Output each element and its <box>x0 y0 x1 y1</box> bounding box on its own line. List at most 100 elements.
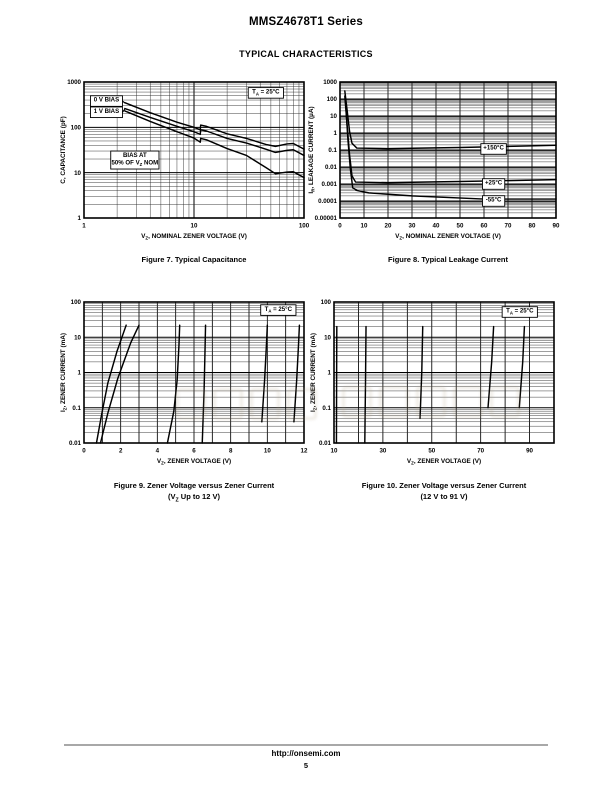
figure7-annotation: 1 V BIAS <box>90 106 126 119</box>
figure10-x-tick: 10 <box>331 448 338 455</box>
figure10-x-tick: 90 <box>526 448 533 455</box>
watermark-glyph <box>379 386 409 418</box>
figure8-x-tick: 90 <box>553 223 560 230</box>
figure8-chart: +150°C +25°C -55°C 0.00001 0.0001 0.001 0.01 0.… <box>308 79 560 241</box>
figure10-series <box>335 325 526 444</box>
figure8-x-tick: 20 <box>385 223 392 230</box>
figure8-y-tick: 1 <box>334 130 338 137</box>
figure7-curve-0-v-bias <box>124 101 305 150</box>
figure7-y-tick: 1000 <box>67 79 81 86</box>
figure8-y-axis-title: IR, LEAKAGE CURRENT (µA) <box>308 106 316 193</box>
figure8-x-tick: 70 <box>505 223 512 230</box>
page-title: MMSZ4678T1 Series <box>249 16 363 28</box>
figure10-chart: TA = 25°C 0.01 0.1 1 10 100 10 30 50 70 90 VZ, ZENE… <box>310 299 555 466</box>
figure10-x-axis-title: VZ, ZENER VOLTAGE (V) <box>407 458 481 466</box>
figure8-x-tick: 60 <box>481 223 488 230</box>
svg-text:-55°C: -55°C <box>486 197 502 204</box>
figure7-curve-bias-at-50-of-vz-nom <box>124 110 305 179</box>
footer-divider <box>64 744 548 746</box>
figure9-x-tick: 2 <box>119 448 123 455</box>
figure9-y-tick: 0.1 <box>72 405 81 412</box>
svg-text:TA = 25°C: TA = 25°C <box>252 89 280 97</box>
footer-page-number: 5 <box>303 761 309 770</box>
figure9-x-tick: 0 <box>82 448 86 455</box>
figure8-x-axis-title: VZ, NOMINAL ZENER VOLTAGE (V) <box>395 233 501 241</box>
figure7-series <box>124 101 305 179</box>
watermark-glyph <box>453 386 483 418</box>
watermark-glyph <box>490 386 520 418</box>
figure8-gridlines <box>340 82 556 218</box>
figure8-x-tick: 80 <box>529 223 536 230</box>
figure10-y-tick: 1 <box>328 370 332 377</box>
figure8-y-tick: 10 <box>330 113 337 120</box>
figure10-curve-zener-curve-4 <box>487 325 495 409</box>
watermark-glyph <box>342 386 372 418</box>
figure8-y-tick: 0.01 <box>325 164 338 171</box>
figure8-y-tick: 0.1 <box>328 147 337 154</box>
figure7-x-axis-title: VZ, NOMINAL ZENER VOLTAGE (V) <box>141 233 247 241</box>
figure9-curve-zener-curve-3 <box>166 324 181 444</box>
watermark <box>176 388 317 420</box>
figure10-y-axis-title: IZ, ZENER CURRENT (mA) <box>310 333 318 412</box>
figure9-x-axis-title: VZ, ZENER VOLTAGE (V) <box>157 458 231 466</box>
svg-text:50% OF VZ NOM: 50% OF VZ NOM <box>112 159 159 167</box>
figure8-y-tick: 0.00001 <box>315 215 338 222</box>
figure10-plot-border <box>333 301 555 444</box>
figure7-annotation: TA = 25°C <box>247 87 284 99</box>
figure9-curve-zener-curve-6 <box>293 324 301 423</box>
watermark <box>342 386 520 418</box>
figure8-series <box>344 90 557 200</box>
figure9-x-tick: 8 <box>229 448 233 455</box>
figure9-chart: TA = 25°C 0.01 0.1 1 10 100 0 2 4 6 8 10 12 VZ, ZENER… <box>60 299 308 466</box>
figure9-y-tick: 1 <box>78 370 82 377</box>
figure8-x-tick: 10 <box>361 223 368 230</box>
figure9-y-tick: 10 <box>74 334 81 341</box>
watermark-glyph <box>213 388 243 420</box>
figure10-gridlines <box>334 302 554 443</box>
figure9-curve-zener-curve-2 <box>99 324 140 444</box>
footer-url[interactable]: http://onsemi.com <box>271 749 341 758</box>
figure9-x-tick: 4 <box>156 448 160 455</box>
figure8-y-tick: 0.001 <box>322 181 338 188</box>
figure8-plot-border <box>339 81 557 219</box>
figure10-x-tick: 30 <box>379 448 386 455</box>
figure9-y-tick: 0.01 <box>69 440 82 447</box>
figure8-curve--150-c <box>344 90 557 150</box>
figure8-x-tick: 0 <box>338 223 342 230</box>
watermark-glyph <box>250 388 280 420</box>
figure7-x-tick: 100 <box>299 223 310 230</box>
svg-text:TA = 25°C: TA = 25°C <box>506 308 534 316</box>
figure9-x-tick: 6 <box>192 448 196 455</box>
figure7-y-tick: 10 <box>74 170 81 177</box>
figure9-plot-border <box>83 301 305 444</box>
watermark-glyph <box>416 386 446 418</box>
figure9-curve-zener-curve-5 <box>261 324 269 423</box>
figure7-y-axis-title: C, CAPACITANCE (pF) <box>60 116 67 184</box>
figure8-caption: Figure 8. Typical Leakage Current <box>388 255 508 264</box>
svg-text:+150°C: +150°C <box>483 145 504 152</box>
svg-text:TA = 25°C: TA = 25°C <box>265 306 293 314</box>
figure8-curve--55-c <box>344 99 557 200</box>
figure7-caption: Figure 7. Typical Capacitance <box>141 255 247 264</box>
figure10-curve-zener-curve-5 <box>518 325 526 409</box>
figure7-x-tick: 10 <box>191 223 198 230</box>
figure9-y-axis-title: IZ, ZENER CURRENT (mA) <box>60 333 68 412</box>
svg-text:+25°C: +25°C <box>485 180 503 187</box>
svg-text:1 V BIAS: 1 V BIAS <box>94 108 119 115</box>
figure10-y-tick: 0.01 <box>319 440 332 447</box>
figure9-annotation: TA = 25°C <box>260 304 297 316</box>
svg-text:BIAS AT: BIAS AT <box>123 152 147 159</box>
figure8-y-tick: 100 <box>327 96 338 103</box>
section-heading: TYPICAL CHARACTERISTICS <box>239 49 373 59</box>
figure7-y-tick: 1 <box>78 215 82 222</box>
figure10-x-tick: 50 <box>428 448 435 455</box>
figure10-y-tick: 100 <box>321 299 332 306</box>
watermark-glyph <box>176 388 206 420</box>
figure10-y-tick: 10 <box>324 334 331 341</box>
figure10-annotation: TA = 25°C <box>501 306 538 318</box>
figure8-x-tick: 50 <box>457 223 464 230</box>
figure8-y-tick: 1000 <box>323 79 337 86</box>
